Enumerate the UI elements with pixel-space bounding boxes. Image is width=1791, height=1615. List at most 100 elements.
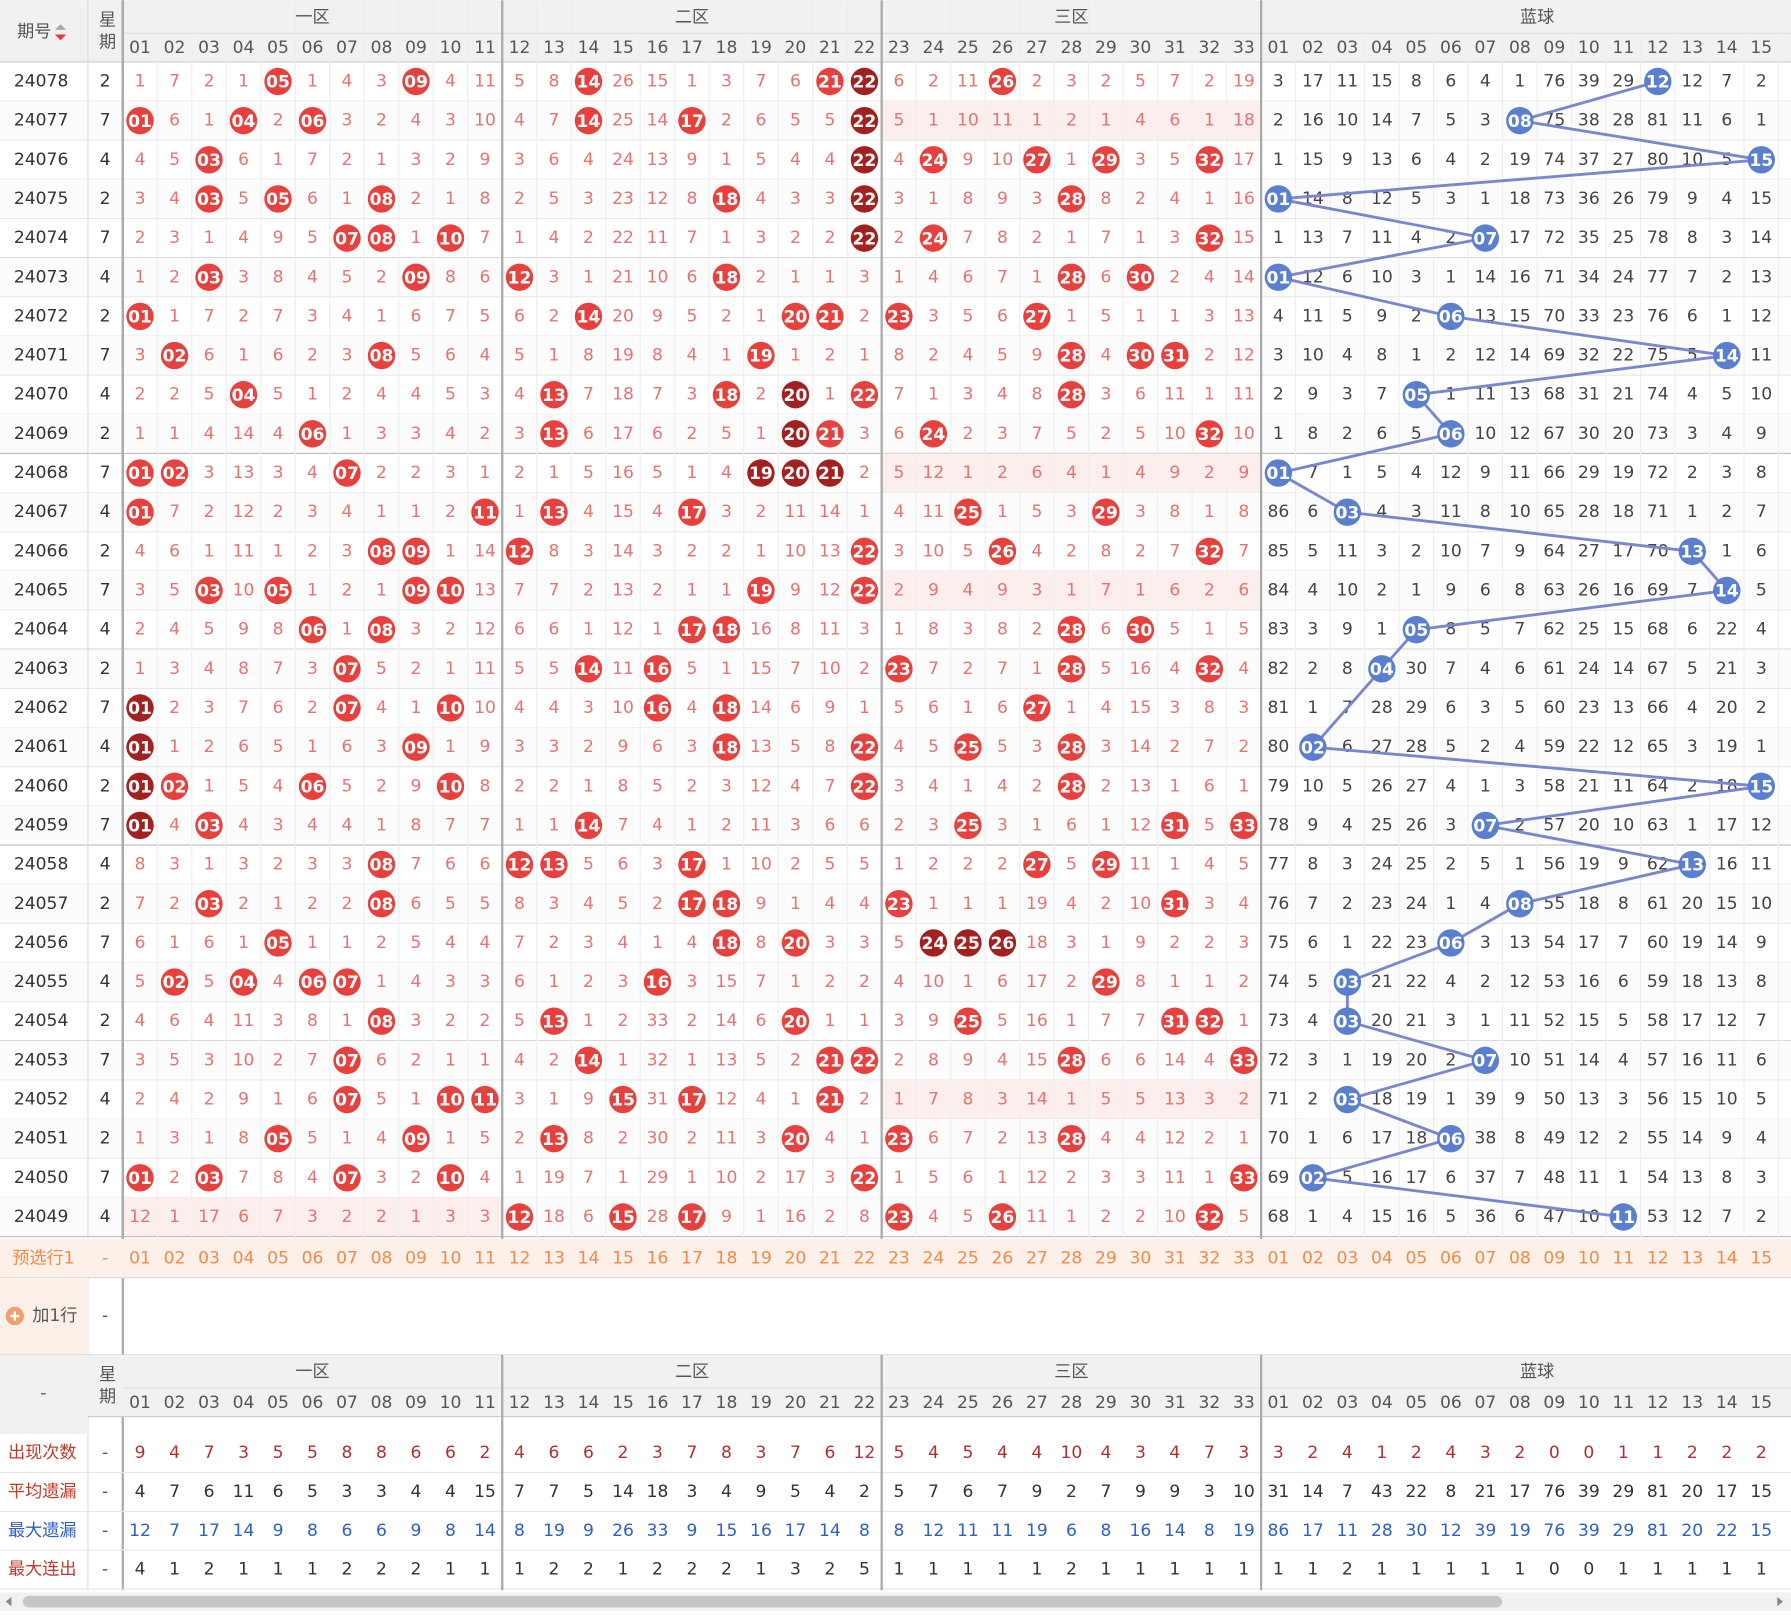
red-ball [1230, 1046, 1258, 1075]
column-label: 06 [1440, 38, 1462, 58]
period: 24069 [14, 424, 68, 444]
stat-value: 3 [687, 1482, 698, 1502]
red-ball [919, 224, 948, 252]
miss-count: 5 [480, 894, 491, 914]
scrollbar-thumb[interactable] [22, 1595, 1503, 1608]
red-ball [1195, 1203, 1224, 1231]
stat-value: 4 [135, 1482, 146, 1502]
red-ball [126, 106, 154, 135]
stat-value: 5 [583, 1482, 594, 1502]
miss-count: 1 [1169, 776, 1180, 796]
miss-count: 21 [1612, 385, 1634, 405]
red-ball-number: 33 [1232, 1169, 1256, 1189]
stat-value: 6 [445, 1443, 456, 1463]
period: 24076 [14, 150, 68, 170]
column-label: 06 [1440, 1393, 1462, 1413]
miss-count: 9 [1618, 855, 1629, 875]
stat-value: 9 [1031, 1482, 1042, 1502]
miss-count: 4 [342, 502, 353, 522]
miss-count: 1 [549, 815, 560, 835]
miss-count: 3 [169, 855, 180, 875]
miss-count: 11 [750, 815, 772, 835]
miss-count: 61 [1647, 894, 1669, 914]
miss-count: 9 [480, 150, 491, 170]
stat-value: 33 [647, 1521, 669, 1541]
miss-count: 4 [1687, 385, 1698, 405]
sort-down[interactable] [54, 34, 67, 41]
miss-count: 1 [687, 581, 698, 601]
miss-count: 7 [1514, 1168, 1525, 1188]
miss-count: 4 [307, 463, 318, 483]
blue-ball [1402, 381, 1431, 409]
miss-count: 10 [1509, 502, 1531, 522]
red-ball [126, 1164, 154, 1192]
miss-count: 14 [1164, 1050, 1186, 1070]
miss-count: 5 [1066, 855, 1077, 875]
miss-count: 24 [1405, 894, 1427, 914]
miss-count: 3 [204, 698, 215, 718]
red-ball [1195, 146, 1224, 174]
red-ball-number: 08 [370, 190, 394, 210]
miss-count: 31 [1578, 385, 1600, 405]
red-ball-number: 07 [335, 229, 359, 249]
add-row-label[interactable]: 加1行 [32, 1306, 77, 1326]
miss-count: 4 [1480, 894, 1491, 914]
miss-count: 8 [1031, 385, 1042, 405]
miss-count: 1 [583, 267, 594, 287]
miss-count: 3 [1100, 737, 1111, 757]
miss-count: 6 [652, 737, 663, 757]
stat-value: 1 [1652, 1560, 1663, 1580]
red-ball-number: 22 [853, 73, 877, 93]
miss-count: 8 [549, 71, 560, 91]
miss-count: 1 [411, 228, 422, 248]
miss-count: 6 [1100, 267, 1111, 287]
miss-count: 3 [859, 424, 870, 444]
miss-count: 2 [1238, 1090, 1249, 1110]
miss-count: 11 [233, 541, 255, 561]
miss-count: 2 [135, 385, 146, 405]
stat-value: 1 [1135, 1560, 1146, 1580]
miss-count: 4 [445, 933, 456, 953]
miss-count: 3 [721, 776, 732, 796]
weekday: 7 [100, 228, 111, 248]
miss-count: 54 [1647, 1168, 1669, 1188]
miss-count: 1 [1342, 1050, 1353, 1070]
miss-count: 1 [480, 463, 491, 483]
miss-count: 1 [169, 737, 180, 757]
miss-count: 2 [997, 1129, 1008, 1149]
red-ball-number: 12 [508, 856, 532, 876]
miss-count: 2 [1100, 424, 1111, 444]
red-ball-number: 22 [853, 777, 877, 797]
miss-count: 5 [1411, 189, 1422, 209]
miss-count: 2 [1100, 1207, 1111, 1227]
scroll-left[interactable] [5, 1597, 12, 1607]
miss-count: 4 [1204, 1050, 1215, 1070]
miss-count: 14 [647, 111, 669, 131]
scroll-right[interactable] [1777, 1597, 1784, 1607]
miss-count: 11 [647, 228, 669, 248]
miss-count: 9 [273, 228, 284, 248]
miss-count: 4 [1756, 1129, 1767, 1149]
miss-count: 3 [721, 71, 732, 91]
miss-count: 1 [721, 581, 732, 601]
column-label: 20 [785, 1393, 807, 1413]
miss-count: 1 [1066, 306, 1077, 326]
period: 24074 [14, 228, 68, 248]
miss-count: 1 [445, 737, 456, 757]
miss-count: 22 [1612, 346, 1634, 366]
miss-count: 12 [1474, 346, 1496, 366]
miss-count: 16 [1233, 189, 1255, 209]
sort-up[interactable] [54, 24, 67, 30]
miss-count: 18 [1371, 1090, 1393, 1110]
miss-count: 1 [1445, 1090, 1456, 1110]
miss-count: 37 [1474, 1168, 1496, 1188]
miss-count: 1 [1687, 502, 1698, 522]
miss-count: 14 [819, 502, 841, 522]
miss-count: 5 [169, 581, 180, 601]
miss-count: 2 [376, 111, 387, 131]
miss-count: 2 [307, 346, 318, 366]
weekday: 4 [100, 620, 111, 640]
red-ball [367, 1007, 396, 1035]
miss-count: 2 [1445, 855, 1456, 875]
miss-count: 5 [1445, 111, 1456, 131]
